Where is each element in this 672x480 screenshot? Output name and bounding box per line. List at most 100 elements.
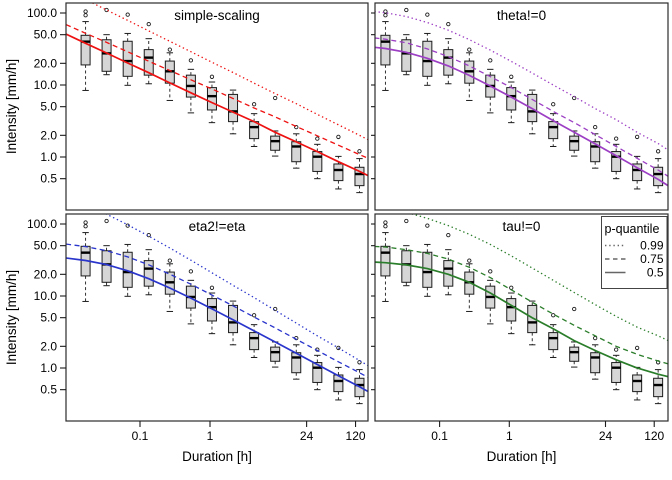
boxplot — [569, 306, 580, 368]
outlier-point — [446, 233, 451, 238]
y-axis-label: Intensity [mm/h] — [4, 59, 19, 154]
boxplot — [548, 313, 559, 358]
box-iqr — [249, 121, 260, 140]
box-iqr — [122, 40, 133, 77]
boxplot — [270, 306, 281, 368]
y-tick-label: 100.0 — [27, 217, 57, 231]
boxplot — [401, 7, 412, 76]
curve-q99 — [411, 214, 668, 342]
outlier-point — [83, 224, 88, 229]
curve-q50 — [66, 33, 368, 177]
box-iqr — [401, 39, 412, 72]
box-iqr — [228, 93, 239, 123]
box-iqr — [569, 135, 580, 151]
boxplot — [143, 22, 154, 85]
box-iqr — [611, 362, 622, 383]
legend-box — [601, 216, 668, 289]
outlier-point — [83, 220, 88, 225]
outlier-point — [251, 102, 257, 107]
outlier-point — [209, 74, 215, 79]
outlier-point — [315, 136, 320, 141]
boxplot — [527, 89, 538, 135]
panel-title-simple-scaling: simple-scaling — [174, 8, 260, 23]
outlier-point — [509, 285, 514, 290]
boxplot — [101, 7, 112, 76]
boxplot — [291, 124, 302, 169]
outlier-point — [273, 95, 278, 101]
boxplot — [653, 149, 664, 194]
outlier-point — [251, 313, 257, 318]
box-iqr — [590, 352, 601, 374]
boxplot — [380, 9, 391, 91]
legend-title: p-quantile — [605, 222, 660, 236]
box-iqr — [548, 332, 559, 351]
curve-q75 — [66, 24, 368, 159]
box-iqr — [632, 163, 643, 182]
boxplot — [312, 136, 323, 180]
outlier-point — [167, 47, 172, 52]
outlier-point — [383, 9, 388, 14]
boxplot — [569, 95, 580, 157]
boxplot — [270, 95, 281, 157]
boxplot — [506, 285, 517, 335]
boxplot — [101, 218, 112, 287]
outlier-point — [83, 9, 88, 14]
curve-q75 — [375, 37, 668, 177]
boxplot — [590, 335, 601, 380]
boxplot — [443, 233, 454, 296]
box-iqr — [80, 34, 91, 66]
curve-q99 — [105, 214, 368, 367]
y-tick-label: 50.0 — [34, 239, 58, 253]
boxplot — [464, 47, 475, 101]
curve-q50 — [66, 257, 368, 393]
x-tick-label: 120 — [644, 429, 664, 443]
outlier-point — [634, 345, 640, 351]
boxplot — [164, 47, 175, 101]
y-tick-label: 20.0 — [34, 56, 58, 70]
y-tick-label: 2.0 — [40, 339, 57, 353]
boxplot — [80, 9, 91, 91]
box-iqr — [291, 141, 302, 163]
box-iqr — [333, 163, 344, 182]
outlier-point — [425, 223, 430, 228]
box-iqr — [101, 250, 112, 283]
boxplot — [185, 58, 196, 114]
y-axis-label: Intensity [mm/h] — [4, 270, 19, 365]
boxplot — [354, 360, 365, 405]
outlier-point — [336, 134, 341, 140]
panel-tau!=0 — [375, 214, 668, 405]
outlier-point — [551, 102, 556, 107]
y-tick-label: 2.0 — [40, 128, 57, 142]
outlier-point — [488, 269, 493, 274]
y-tick-label: 5.0 — [40, 311, 57, 325]
outlier-point — [104, 218, 109, 224]
boxplot — [632, 345, 643, 401]
curve-q99 — [375, 11, 668, 151]
panel-border — [65, 213, 369, 422]
panel-theta!=0 — [375, 7, 668, 194]
box-iqr — [249, 332, 260, 351]
outlier-point — [593, 124, 598, 130]
boxplot — [401, 218, 412, 287]
boxplot — [206, 74, 217, 124]
box-iqr — [270, 346, 281, 362]
box-iqr — [569, 346, 580, 362]
boxplot — [590, 124, 601, 169]
outlier-point — [383, 224, 388, 229]
y-tick-label: 50.0 — [34, 28, 58, 42]
box-iqr — [354, 166, 365, 187]
outlier-point — [146, 22, 151, 27]
outlier-point — [167, 258, 172, 263]
outlier-point — [488, 58, 493, 63]
boxplot — [122, 12, 133, 86]
boxplot — [485, 269, 496, 325]
y-tick-label: 0.5 — [40, 383, 57, 397]
boxplot — [312, 347, 323, 391]
boxplot — [249, 102, 260, 147]
outlier-point — [209, 285, 215, 290]
x-axis-label: Duration [h] — [182, 449, 252, 464]
outlier-point — [446, 22, 451, 27]
y-tick-label: 5.0 — [40, 100, 57, 114]
boxplot — [611, 347, 622, 391]
boxplot — [122, 223, 133, 297]
